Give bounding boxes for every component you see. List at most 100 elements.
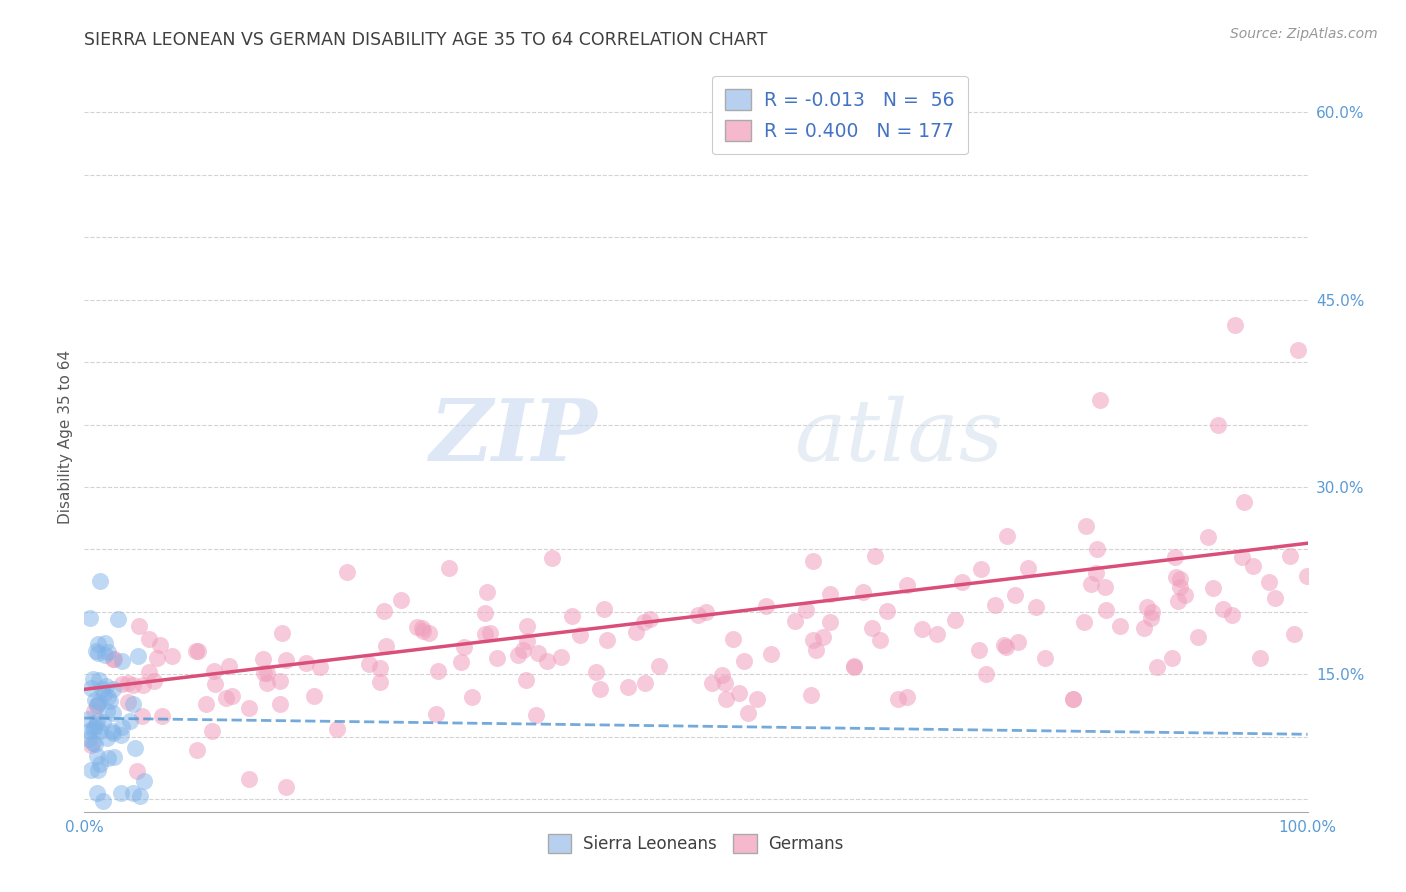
Point xyxy=(101,706,124,721)
Point xyxy=(1007,634,1029,648)
Point xyxy=(77,712,100,726)
Point xyxy=(90,682,112,697)
Text: SIERRA LEONEAN VS GERMAN DISABILITY AGE 35 TO 64 CORRELATION CHART: SIERRA LEONEAN VS GERMAN DISABILITY AGE … xyxy=(84,31,768,49)
Point xyxy=(94,679,117,693)
Point xyxy=(896,578,918,592)
Point xyxy=(86,714,108,728)
Point xyxy=(737,706,759,721)
Point xyxy=(91,715,114,730)
Point xyxy=(117,675,139,690)
Legend: Sierra Leoneans, Germans: Sierra Leoneans, Germans xyxy=(541,827,851,860)
Point xyxy=(79,681,101,696)
Point xyxy=(633,615,655,629)
Point xyxy=(149,638,172,652)
Point xyxy=(129,789,152,803)
Point xyxy=(1080,576,1102,591)
Point xyxy=(127,648,149,663)
Point xyxy=(256,676,278,690)
Point xyxy=(592,601,614,615)
Point xyxy=(1164,570,1187,584)
Point xyxy=(84,644,107,658)
Point xyxy=(1197,530,1219,544)
Point xyxy=(967,642,990,657)
Point xyxy=(411,621,433,635)
Point xyxy=(453,640,475,654)
Point xyxy=(1167,593,1189,607)
Point xyxy=(202,664,225,678)
Point xyxy=(527,646,550,660)
Point xyxy=(1187,630,1209,644)
Point xyxy=(596,633,619,648)
Point xyxy=(804,642,827,657)
Point xyxy=(974,666,997,681)
Point xyxy=(702,675,724,690)
Point xyxy=(818,615,841,629)
Point xyxy=(256,666,278,681)
Point xyxy=(412,624,434,639)
Point xyxy=(97,690,120,704)
Point xyxy=(721,632,744,646)
Text: Source: ZipAtlas.com: Source: ZipAtlas.com xyxy=(1230,27,1378,41)
Point xyxy=(107,612,129,626)
Point xyxy=(405,620,427,634)
Point xyxy=(418,626,440,640)
Point xyxy=(304,690,326,704)
Point xyxy=(733,654,755,668)
Point xyxy=(925,627,948,641)
Point xyxy=(325,723,347,737)
Point xyxy=(943,613,966,627)
Point xyxy=(87,646,110,660)
Point xyxy=(118,714,141,729)
Point xyxy=(648,659,671,673)
Point xyxy=(89,723,111,738)
Point xyxy=(389,593,412,607)
Point xyxy=(89,756,111,771)
Point xyxy=(96,704,118,718)
Point xyxy=(1241,559,1264,574)
Point xyxy=(83,704,105,718)
Point xyxy=(1282,627,1305,641)
Point xyxy=(204,677,226,691)
Point xyxy=(101,724,124,739)
Point xyxy=(253,665,276,680)
Point xyxy=(373,604,395,618)
Point xyxy=(79,611,101,625)
Point xyxy=(336,566,359,580)
Point xyxy=(122,697,145,711)
Point xyxy=(84,719,107,733)
Point xyxy=(811,630,834,644)
Point xyxy=(87,763,110,777)
Point xyxy=(93,636,115,650)
Point xyxy=(624,625,647,640)
Point xyxy=(842,659,865,673)
Point xyxy=(1025,600,1047,615)
Point xyxy=(1140,605,1163,619)
Point xyxy=(783,614,806,628)
Point xyxy=(1249,650,1271,665)
Point xyxy=(80,763,103,777)
Point xyxy=(270,626,292,640)
Point xyxy=(77,731,100,746)
Point xyxy=(146,651,169,665)
Point xyxy=(132,678,155,692)
Point xyxy=(1278,549,1301,563)
Point xyxy=(96,731,118,745)
Point xyxy=(1094,580,1116,594)
Point xyxy=(86,698,108,712)
Point xyxy=(122,786,145,800)
Point xyxy=(186,743,208,757)
Point xyxy=(132,774,155,789)
Point xyxy=(474,626,496,640)
Point xyxy=(91,794,114,808)
Point xyxy=(374,639,396,653)
Point xyxy=(87,695,110,709)
Point xyxy=(97,751,120,765)
Point xyxy=(1090,392,1112,407)
Point xyxy=(755,599,778,614)
Point xyxy=(131,709,153,723)
Point xyxy=(77,724,100,739)
Point xyxy=(474,607,496,621)
Point xyxy=(818,587,841,601)
Point xyxy=(160,649,183,664)
Point xyxy=(796,602,818,616)
